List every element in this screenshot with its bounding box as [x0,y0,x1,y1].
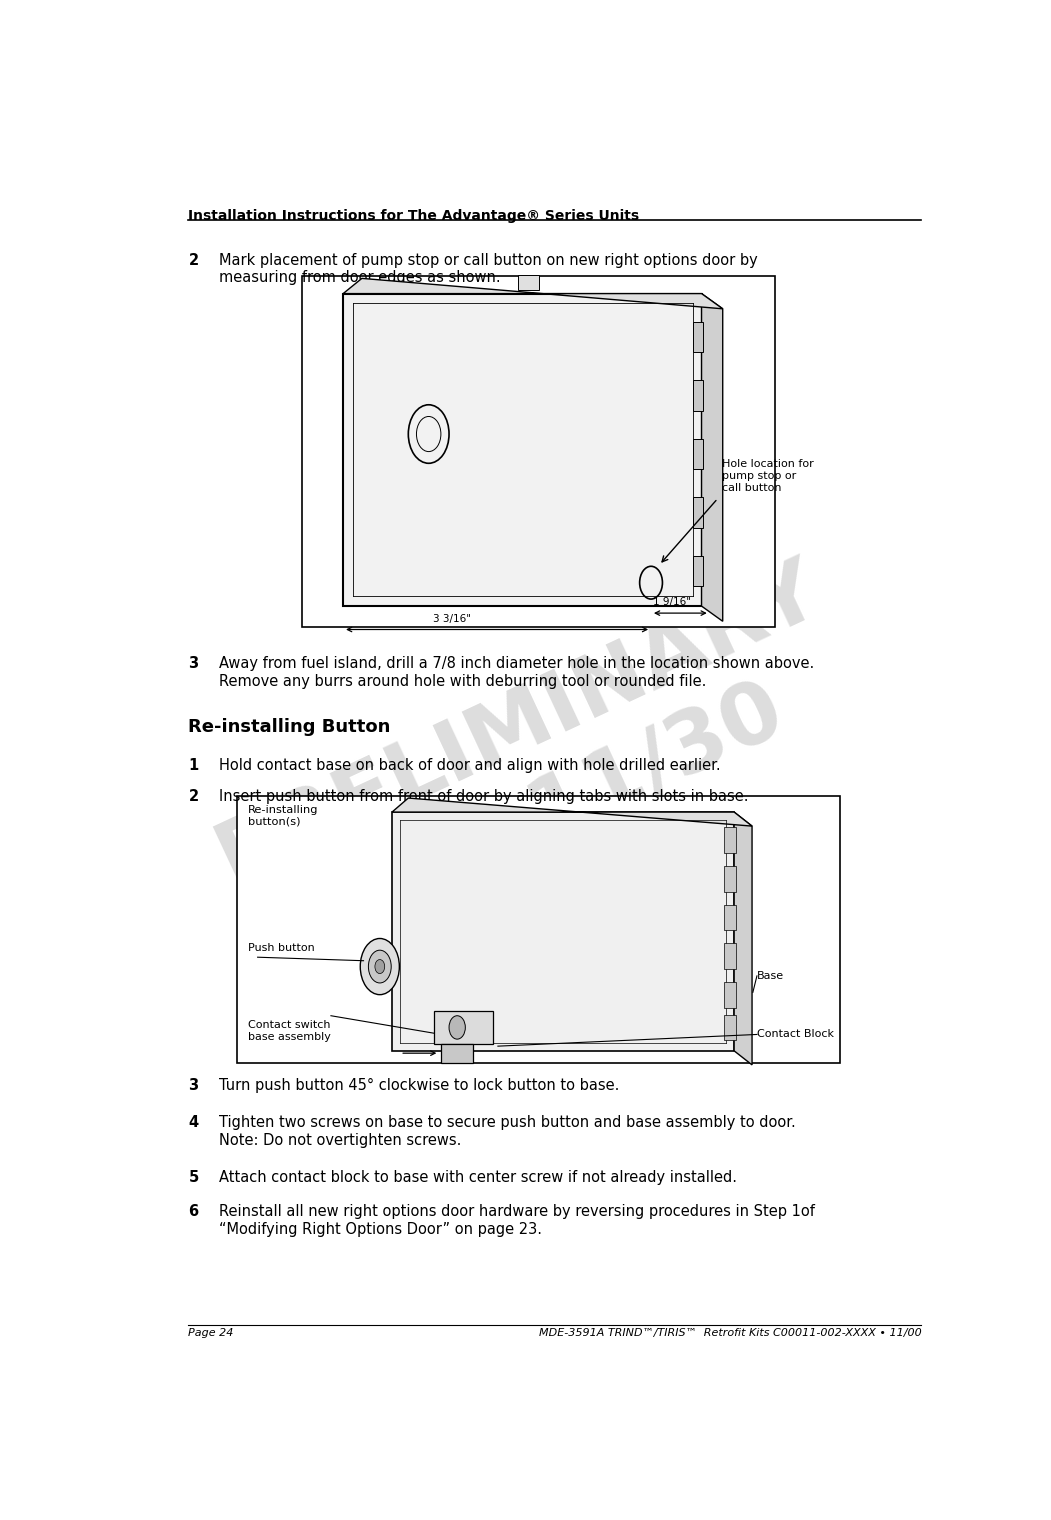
Bar [724,827,736,853]
Text: Re-installing
button(s): Re-installing button(s) [248,806,318,827]
Bar [724,1014,736,1040]
Text: Push button: Push button [248,942,314,953]
Text: 1: 1 [188,758,199,774]
Text: Hold contact base on back of door and align with hole drilled earlier.: Hold contact base on back of door and al… [220,758,721,774]
Text: 4: 4 [188,1116,199,1131]
Text: PRELIMINARY
FCC 11/30: PRELIMINARY FCC 11/30 [204,547,873,988]
Polygon shape [734,812,753,1066]
Bar [303,277,775,628]
Polygon shape [392,798,753,827]
Bar [693,322,703,353]
Bar [693,380,703,410]
Polygon shape [343,278,723,309]
Text: Re-installing Button: Re-installing Button [188,719,391,737]
Bar [693,556,703,587]
Bar [724,942,736,968]
Bar [434,1011,493,1044]
Text: Attach contact block to base with center screw if not already installed.: Attach contact block to base with center… [220,1170,738,1186]
Text: 5: 5 [188,1170,199,1186]
Text: Insert push button from front of door by aligning tabs with slots in base.: Insert push button from front of door by… [220,789,749,804]
Text: MDE-3591A TRIND™/TIRIS™  Retrofit Kits C00011-002-XXXX • 11/00: MDE-3591A TRIND™/TIRIS™ Retrofit Kits C0… [539,1328,922,1338]
Bar [724,866,736,892]
Text: 2: 2 [188,252,199,268]
Bar [724,904,736,930]
Text: Tighten two screws on base to secure push button and base assembly to door.
Note: Tighten two screws on base to secure pus… [220,1116,796,1148]
Circle shape [375,959,385,974]
Text: 1 9/16": 1 9/16" [654,597,692,608]
Text: Contact Block: Contact Block [757,1029,833,1040]
Circle shape [369,950,391,983]
Text: 6: 6 [188,1204,199,1219]
Bar [441,1044,473,1062]
Bar [693,497,703,527]
Circle shape [360,938,399,994]
Polygon shape [702,293,723,622]
Text: Page 24: Page 24 [188,1328,233,1338]
Bar [238,795,840,1062]
Polygon shape [518,275,539,290]
Text: Hole location for
pump stop or
call button: Hole location for pump stop or call butt… [722,459,813,492]
Bar [724,982,736,1008]
Text: 3: 3 [188,1078,199,1093]
Polygon shape [343,293,702,606]
Polygon shape [392,812,734,1050]
Circle shape [449,1015,466,1040]
Bar [693,439,703,470]
Text: Turn push button 45° clockwise to lock button to base.: Turn push button 45° clockwise to lock b… [220,1078,620,1093]
Text: Mark placement of pump stop or call button on new right options door by
measurin: Mark placement of pump stop or call butt… [220,252,758,286]
Text: Contact switch
base assembly: Contact switch base assembly [248,1020,331,1043]
Text: Away from fuel island, drill a 7/8 inch diameter hole in the location shown abov: Away from fuel island, drill a 7/8 inch … [220,657,815,689]
Text: 2: 2 [188,789,199,804]
Text: Reinstall all new right options door hardware by reversing procedures in Step 1o: Reinstall all new right options door har… [220,1204,816,1237]
Text: Installation Instructions for The Advantage® Series Units: Installation Instructions for The Advant… [188,210,639,223]
Text: 3: 3 [188,657,199,672]
Text: Base: Base [757,971,784,980]
Text: 3 3/16": 3 3/16" [433,614,471,623]
